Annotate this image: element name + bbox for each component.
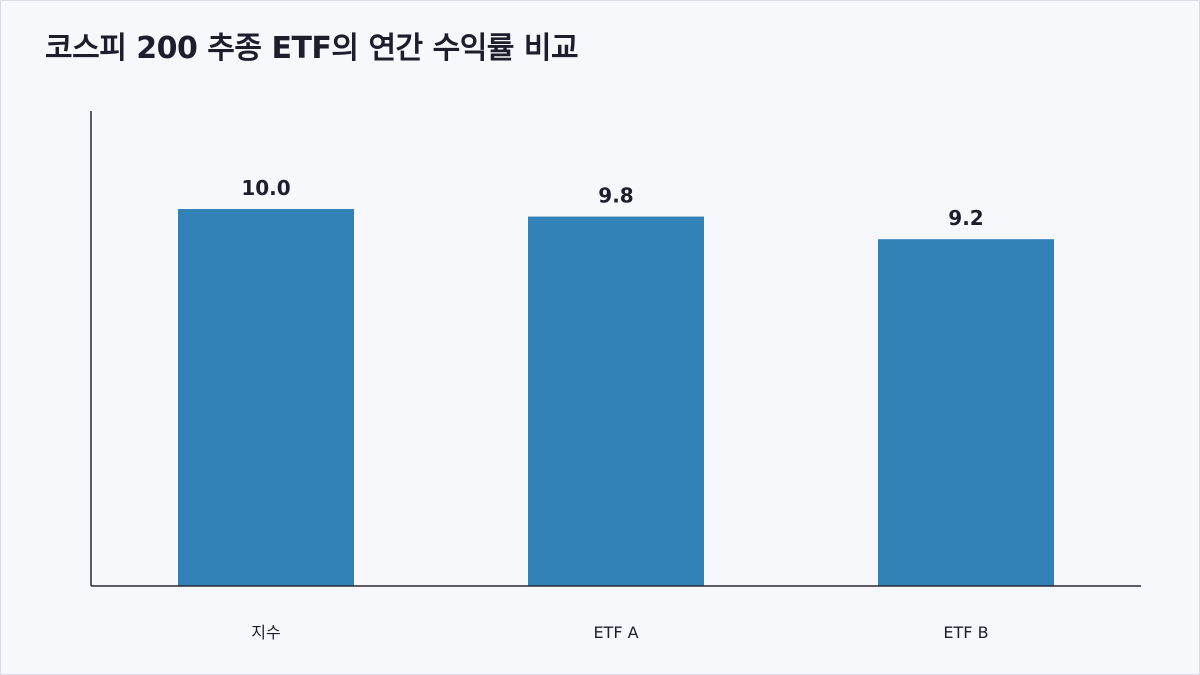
value-labels-group: 10.0 9.8 9.2 xyxy=(241,176,983,230)
chart-title: 코스피 200 추종 ETF의 연간 수익률 비교 xyxy=(45,31,579,66)
category-label-1: ETF A xyxy=(593,623,638,642)
bar-value-label-0: 10.0 xyxy=(241,176,290,200)
category-labels-group: 지수 ETF A ETF B xyxy=(251,623,988,642)
category-label-2: ETF B xyxy=(943,623,988,642)
category-label-0: 지수 xyxy=(251,623,280,642)
bar-0 xyxy=(178,209,354,586)
bar-value-label-1: 9.8 xyxy=(598,184,633,208)
bars-group xyxy=(178,209,1054,587)
bar-value-label-2: 9.2 xyxy=(948,206,983,230)
bar-2 xyxy=(878,239,1054,586)
bar-1 xyxy=(528,216,704,587)
